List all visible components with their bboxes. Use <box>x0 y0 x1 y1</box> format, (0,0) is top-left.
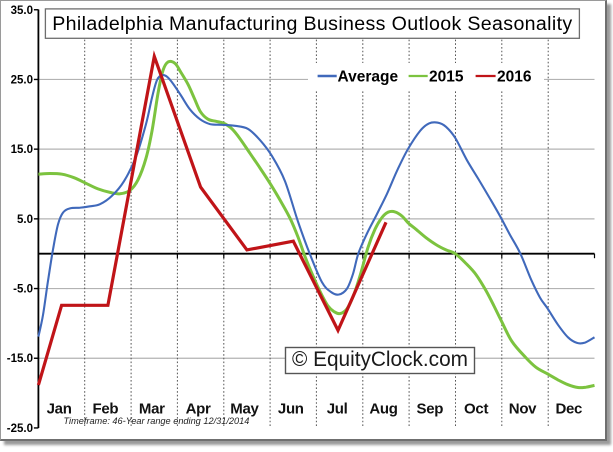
svg-text:35.0: 35.0 <box>11 5 33 17</box>
svg-text:Oct: Oct <box>464 401 488 418</box>
svg-text:15.0: 15.0 <box>11 144 33 156</box>
svg-text:2016: 2016 <box>497 69 532 86</box>
svg-text:May: May <box>230 401 259 418</box>
svg-text:-15.0: -15.0 <box>7 353 33 365</box>
svg-text:Average: Average <box>338 69 399 86</box>
svg-text:Timeframe: 46-Year range endin: Timeframe: 46-Year range ending 12/31/20… <box>64 416 250 426</box>
svg-text:2015: 2015 <box>429 69 464 86</box>
svg-text:-5.0: -5.0 <box>13 284 33 296</box>
svg-text:Jun: Jun <box>278 401 304 418</box>
svg-text:Jan: Jan <box>47 401 72 418</box>
svg-text:Aug: Aug <box>369 401 397 418</box>
svg-text:© EquityClock.com: © EquityClock.com <box>292 348 468 371</box>
svg-text:Philadelphia Manufacturing Bus: Philadelphia Manufacturing Business Outl… <box>52 13 572 35</box>
svg-text:-25.0: -25.0 <box>7 423 33 435</box>
svg-text:Apr: Apr <box>186 401 211 418</box>
svg-text:5.0: 5.0 <box>17 214 33 226</box>
svg-text:25.0: 25.0 <box>11 74 33 86</box>
svg-text:Sep: Sep <box>416 401 443 418</box>
svg-text:Nov: Nov <box>509 401 537 418</box>
svg-text:Mar: Mar <box>139 401 165 418</box>
svg-text:Jul: Jul <box>327 401 348 418</box>
svg-text:Feb: Feb <box>93 401 119 418</box>
svg-text:Dec: Dec <box>555 401 582 418</box>
